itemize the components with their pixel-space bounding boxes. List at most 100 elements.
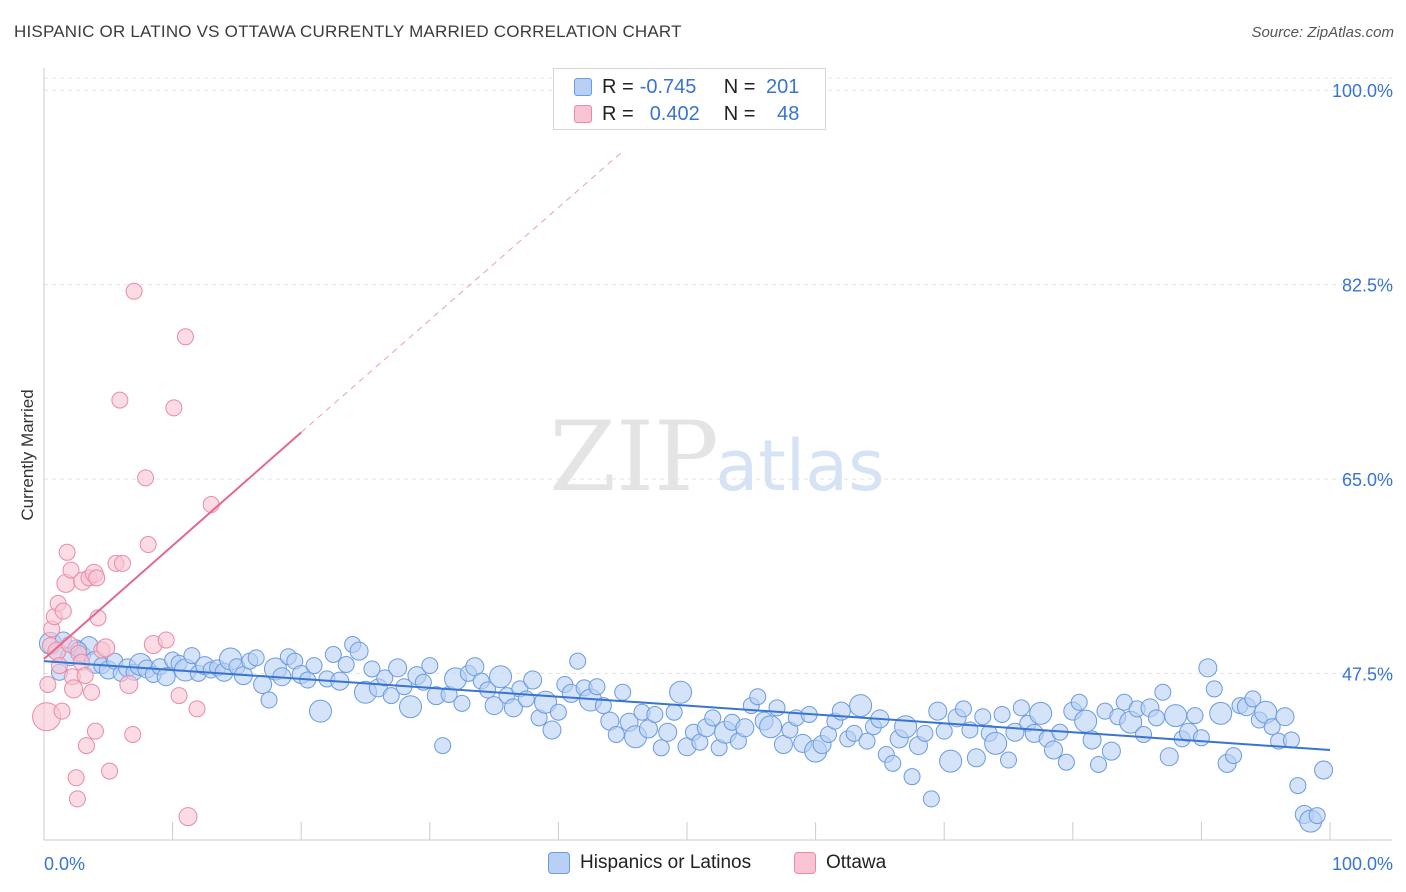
hispanics-point [884, 754, 902, 772]
hispanics-point [1186, 707, 1204, 725]
hispanics-point [247, 649, 265, 667]
hispanics-point [1159, 747, 1179, 767]
hispanics-point [1000, 751, 1017, 769]
hispanics-point [759, 715, 783, 739]
ottawa-point [137, 469, 155, 487]
ottawa-point [178, 807, 198, 827]
ottawa-point [86, 722, 104, 740]
ottawa-point [88, 569, 106, 587]
trend-lines [43, 150, 1331, 752]
chart-title: HISPANIC OR LATINO VS OTTAWA CURRENTLY M… [14, 22, 682, 41]
hispanics-point [954, 700, 972, 718]
ottawa-point [64, 679, 84, 699]
legend-r-value-hispanics: -0.745 [639, 75, 697, 98]
legend-r-label: R = [602, 75, 634, 98]
hispanics-point [1154, 683, 1172, 701]
hispanics-point [669, 680, 693, 704]
hispanics-point [1090, 755, 1108, 773]
bottom-legend-label-hispanics: Hispanics or Latinos [580, 852, 752, 873]
hispanics-point [894, 715, 918, 739]
hispanics-point [966, 748, 986, 768]
legend-n-value-hispanics: 201 [766, 75, 800, 98]
hispanics-point [845, 724, 863, 742]
bottom-legend-swatch-pink [794, 852, 816, 874]
ottawa-point [125, 282, 143, 300]
y-tick-label: 82.5% [1342, 276, 1393, 296]
hispanics-point [1282, 731, 1300, 749]
hispanics-point [939, 749, 963, 773]
hispanics-point [1147, 709, 1165, 727]
y-axis-title: Currently Married [18, 389, 37, 520]
hispanics-point [1225, 747, 1243, 765]
ottawa-point [67, 769, 85, 787]
hispanics-point [1209, 701, 1233, 725]
ottawa-point [202, 496, 220, 514]
hispanics-point [1074, 709, 1098, 733]
hispanics-point [993, 705, 1011, 723]
legend-r-label: R = [602, 102, 634, 125]
ottawa-point [76, 667, 94, 685]
hispanics-point [588, 678, 606, 696]
ottawa-point [119, 674, 139, 694]
hispanics-point [1135, 725, 1153, 743]
hispanics-point [305, 657, 323, 675]
x-ticks [43, 822, 1331, 840]
y-tick-label: 47.5% [1342, 664, 1393, 684]
hispanics-point [704, 709, 722, 727]
legend-n-label: N = [723, 102, 756, 125]
hispanics-trend-line [43, 660, 1331, 752]
bottom-legend-hispanics: Hispanics or Latinos [548, 852, 751, 874]
ottawa-point [111, 391, 129, 409]
hispanics-point [922, 790, 940, 808]
legend-n-label: N = [723, 75, 756, 98]
y-tick-label: 65.0% [1342, 470, 1393, 490]
hispanics-point [453, 694, 471, 712]
hispanics-point [768, 699, 786, 717]
ottawa-point [101, 762, 119, 780]
hispanics-point [1244, 690, 1262, 708]
hispanics-point [652, 739, 670, 757]
hispanics-point [376, 669, 394, 687]
hispanics-point [523, 670, 543, 690]
hispanics-point [1101, 741, 1121, 761]
ottawa-point [83, 683, 101, 701]
hispanics-point [308, 699, 332, 723]
legend-row-hispanics: R = -0.745 N = 201 [574, 74, 799, 100]
hispanics-point [382, 687, 400, 705]
ottawa-point [62, 561, 80, 579]
hispanics-point [594, 697, 612, 715]
legend-row-ottawa: R = 0.402 N = 48 [574, 101, 799, 127]
ottawa-point [50, 657, 68, 675]
hispanics-point [1029, 701, 1053, 725]
hispanics-point [484, 696, 504, 716]
hispanics-point [1044, 740, 1064, 760]
hispanics-point [749, 688, 767, 706]
hispanics-point [388, 658, 408, 678]
hispanics-point [183, 647, 201, 665]
ottawa-point [77, 737, 95, 755]
hispanics-point [489, 665, 513, 689]
hispanics-point [421, 657, 439, 675]
hispanics-point [1070, 693, 1088, 711]
hispanics-point [1275, 707, 1295, 727]
hispanics-point [324, 645, 342, 663]
series-ottawa-points [32, 282, 220, 827]
hispanics-point [614, 683, 632, 701]
hispanics-point [928, 701, 948, 721]
hispanics-point [434, 737, 452, 755]
legend-swatch-pink [574, 105, 592, 123]
x-tick-label-left: 0.0% [44, 854, 85, 874]
ottawa-point [53, 702, 71, 720]
bottom-legend-swatch-blue [548, 852, 570, 874]
hispanics-point [1057, 753, 1075, 771]
hispanics-point [1314, 760, 1334, 780]
y-tick-label: 100.0% [1332, 81, 1393, 101]
hispanics-point [849, 694, 873, 718]
hispanics-point [1198, 658, 1218, 678]
hispanics-point [607, 725, 625, 743]
ottawa-point [124, 725, 142, 743]
ottawa-point [170, 687, 188, 705]
hispanics-point [935, 722, 953, 740]
hispanics-point [1308, 807, 1326, 825]
